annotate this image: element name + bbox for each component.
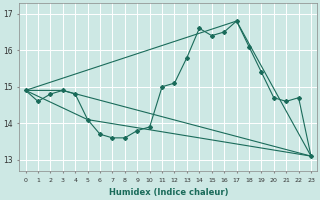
X-axis label: Humidex (Indice chaleur): Humidex (Indice chaleur): [108, 188, 228, 197]
